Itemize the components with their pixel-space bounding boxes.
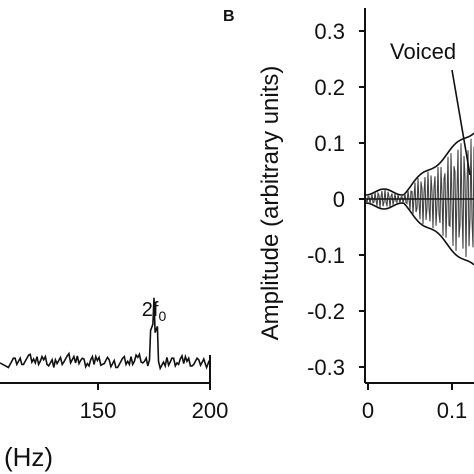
panel-b-y-tick-label-0: 0.3 xyxy=(314,19,345,44)
panel-b-y-tick-label-1: 0.2 xyxy=(314,75,345,100)
panel-b-voiced-label: Voiced xyxy=(390,39,456,64)
panel-b-y-ticks: 0.3 0.2 0.1 0 -0.1 -0.2 -0.3 xyxy=(307,19,365,380)
panel-a-x-label: (Hz) xyxy=(4,442,53,472)
panel-a-spectrum: 150 200 2f0 (Hz) xyxy=(0,297,229,472)
panel-a-x-tick-label-1: 200 xyxy=(192,398,229,423)
panel-a-x-tick-label-0: 150 xyxy=(80,398,117,423)
panel-b-x-tick-label-0: 0 xyxy=(362,398,374,423)
panel-b-y-tick-label-3: 0 xyxy=(333,187,345,212)
panel-b-letter: B xyxy=(223,8,235,25)
panel-b-y-tick-label-2: 0.1 xyxy=(314,131,345,156)
panel-b-voiced-waveform xyxy=(365,132,474,266)
panel-b-voiced-arrow xyxy=(451,69,471,176)
panel-a-spectrum-line xyxy=(0,297,210,371)
panel-b-x-ticks: 0 0.1 xyxy=(362,383,467,423)
panel-b-envelope-lower xyxy=(365,202,474,266)
panel-b-y-tick-label-5: -0.2 xyxy=(307,299,345,324)
panel-a-x-ticks: 150 200 xyxy=(80,383,229,423)
panel-b-x-tick-label-1: 0.1 xyxy=(437,398,468,423)
panel-a-2f0-annotation: 2f0 xyxy=(142,299,167,324)
panel-b-y-label: Amplitude (arbitrary units) xyxy=(257,66,284,341)
panel-b-y-tick-label-6: -0.3 xyxy=(307,355,345,380)
panel-b-envelope-upper xyxy=(365,132,474,196)
panel-b-y-tick-label-4: -0.1 xyxy=(307,243,345,268)
panel-b-waveform: B Amplitude (arbitrary units) 0.30.20.10… xyxy=(223,8,474,423)
panel-b-oscillation xyxy=(365,138,474,258)
